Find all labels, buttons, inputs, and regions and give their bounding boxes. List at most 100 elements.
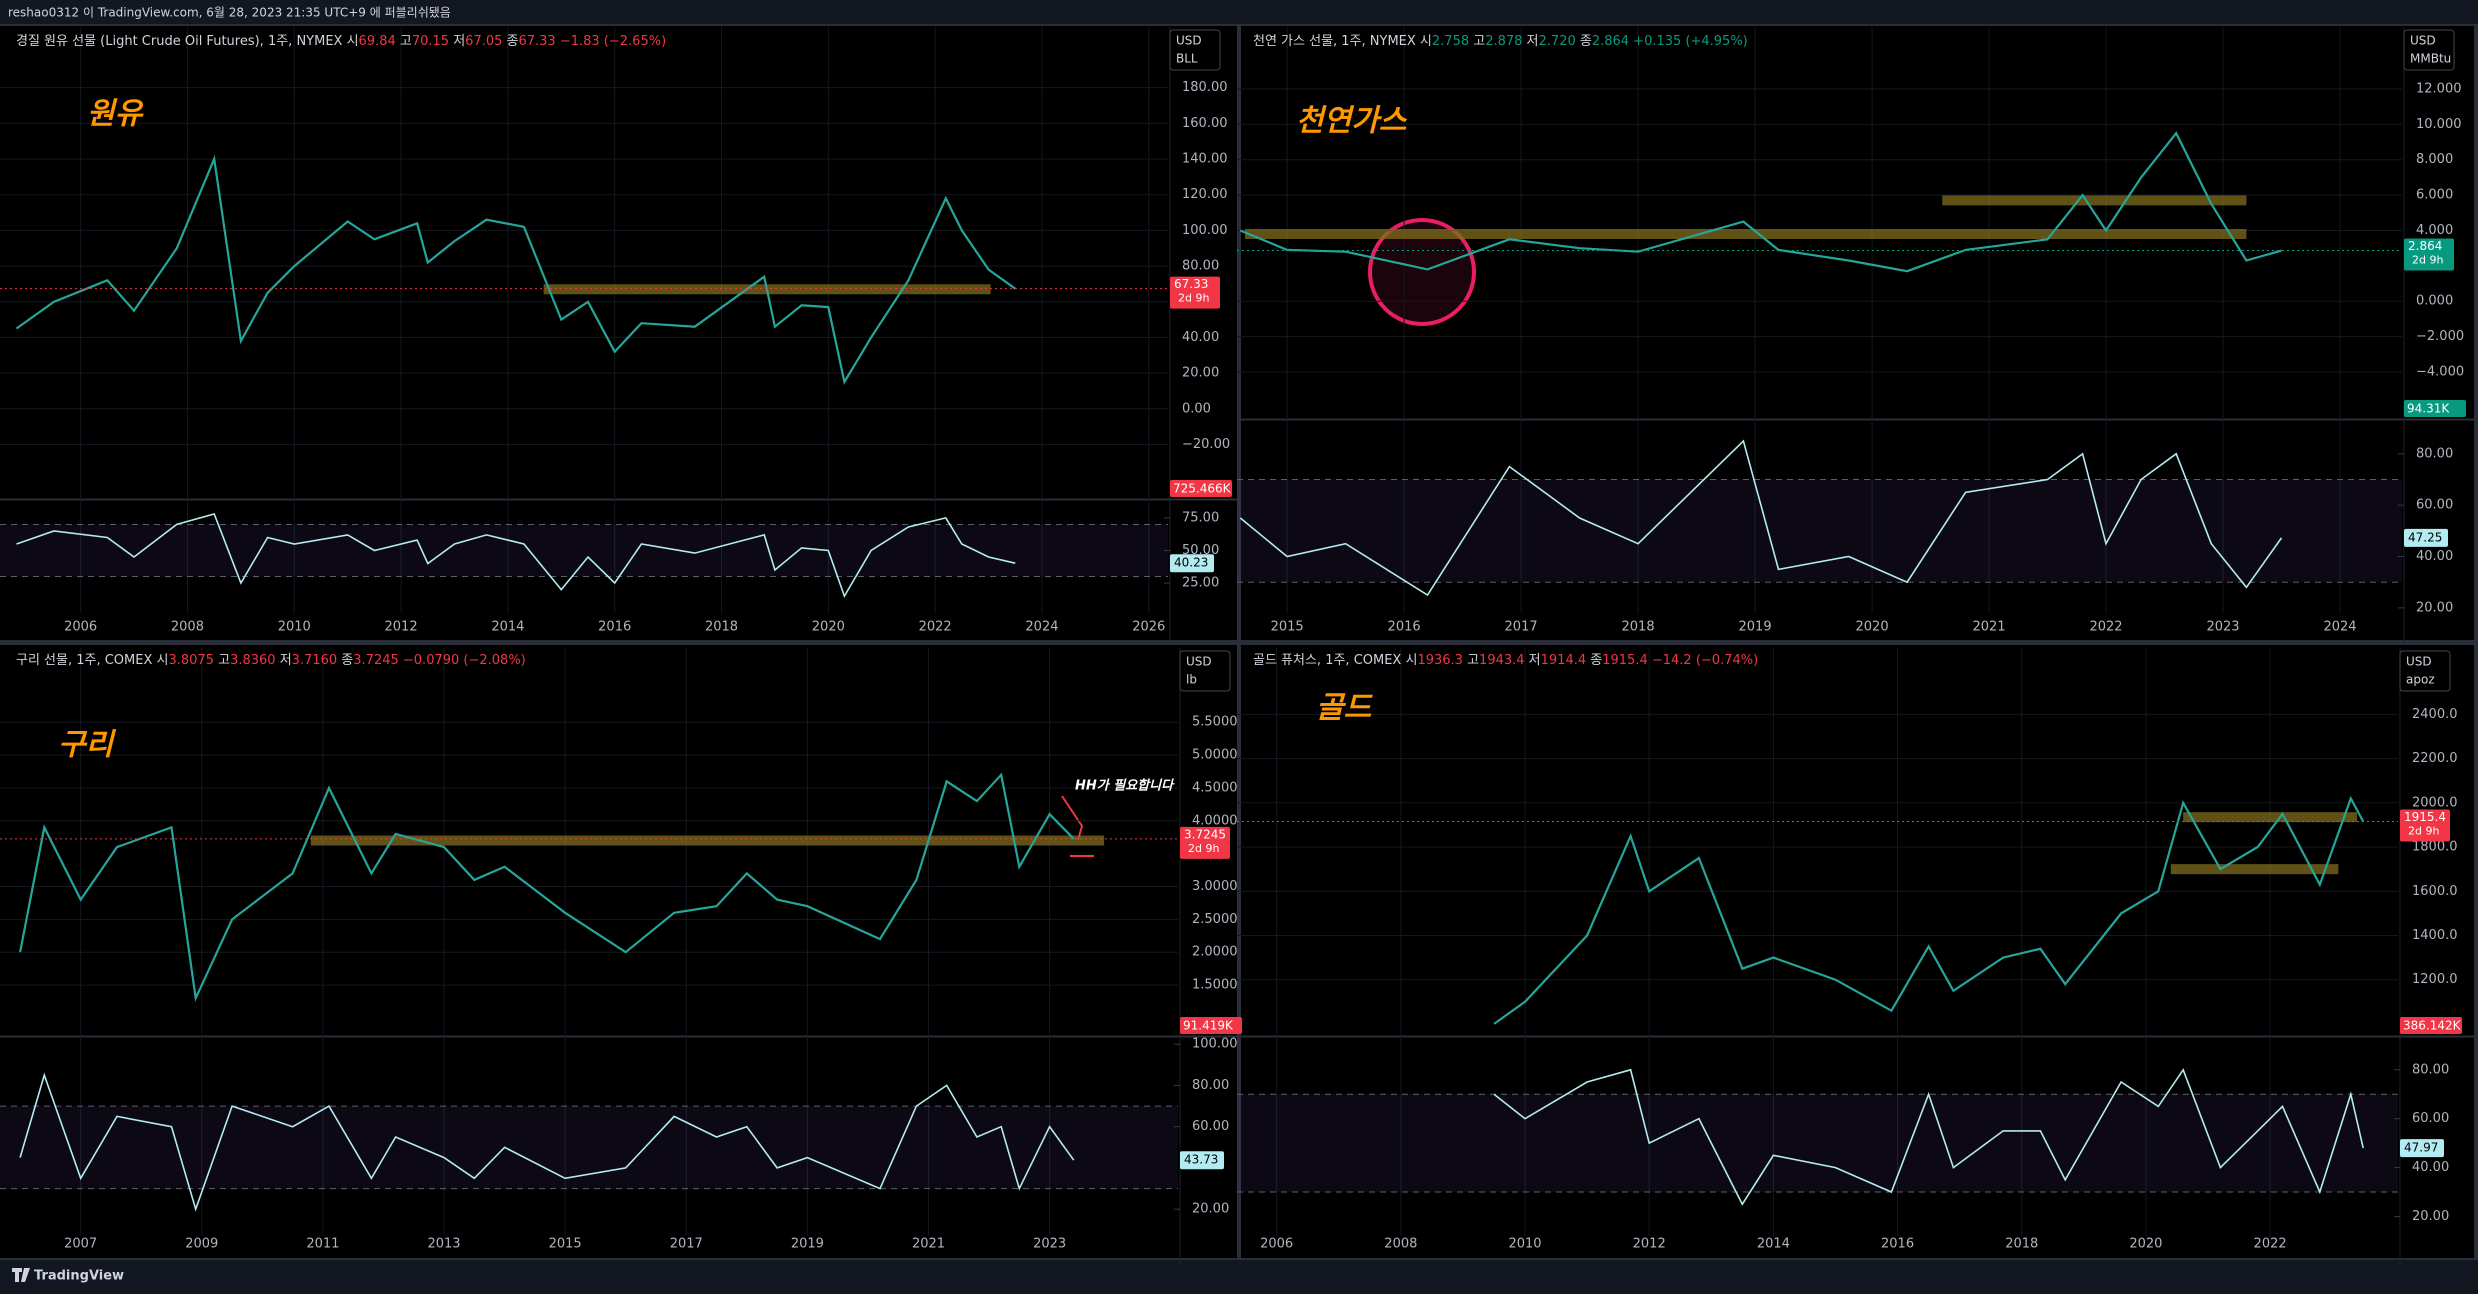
x-tick-label: 2010 xyxy=(1508,1237,1541,1252)
x-tick-label: 2007 xyxy=(64,1237,97,1252)
zone xyxy=(310,835,1105,846)
pane-title: 원유 xyxy=(87,97,145,132)
y-tick-label: 100.00 xyxy=(1182,223,1228,238)
x-tick-label: 2014 xyxy=(491,620,524,635)
y-tick-label: −2.000 xyxy=(2416,329,2464,344)
y-tick-label: 6.000 xyxy=(2416,188,2453,203)
legend-value: 3.8360 xyxy=(230,653,276,668)
legend-value: −0.0790 (−2.08%) xyxy=(399,653,526,668)
legend-symbol: 구리 선물, 1주, COMEX xyxy=(16,653,157,668)
legend-value: 69.84 xyxy=(359,34,396,49)
y-tick-label: 40.00 xyxy=(1182,330,1219,345)
unit-box xyxy=(1179,650,1231,692)
x-tick-label: 2006 xyxy=(1260,1237,1293,1252)
legend-value: 고 xyxy=(214,653,230,668)
unit-box xyxy=(2403,29,2455,71)
y-tick-label: 2.0000 xyxy=(1192,945,1238,960)
x-tick-label: 2011 xyxy=(306,1237,339,1252)
y-tick-label: 4.5000 xyxy=(1192,780,1238,795)
countdown: 2d 9h xyxy=(2408,825,2439,838)
x-tick-label: 2016 xyxy=(598,620,631,635)
rsi-last-box xyxy=(1180,1151,1224,1170)
x-tick-label: 2020 xyxy=(2129,1237,2162,1252)
legend-value: 저 xyxy=(449,34,465,49)
rsi-tick-label: 40.00 xyxy=(2412,1160,2449,1175)
last-price-box xyxy=(2400,809,2450,842)
rsi-band xyxy=(0,1106,1178,1189)
pane xyxy=(1241,645,2474,1258)
legend-value: 3.7245 xyxy=(353,653,399,668)
price-line xyxy=(19,772,1075,1003)
last-price: 67.33 xyxy=(1174,277,1208,291)
y-tick-label: 5.0000 xyxy=(1192,748,1238,763)
y-tick-label: 10.000 xyxy=(2416,117,2462,132)
y-tick-label: 120.00 xyxy=(1182,187,1228,202)
legend-symbol: 경질 원유 선물 (Light Crude Oil Futures), 1주, … xyxy=(16,34,347,49)
unit: apoz xyxy=(2406,673,2435,687)
rsi-tick-label: 20.00 xyxy=(2412,1209,2449,1224)
x-tick-label: 2023 xyxy=(1033,1237,1066,1252)
price-line xyxy=(1239,131,2282,273)
logo xyxy=(12,1268,30,1282)
legend-value: 70.15 xyxy=(412,34,449,49)
y-tick-label: 8.000 xyxy=(2416,152,2453,167)
pane-title: 골드 xyxy=(1316,691,1374,726)
last-price-box xyxy=(1180,826,1230,859)
legend-value: 저 xyxy=(276,653,292,668)
legend-value: 고 xyxy=(396,34,412,49)
volume-box xyxy=(2404,400,2466,417)
rsi-last: 40.23 xyxy=(1174,556,1208,570)
rsi-tick-label: 60.00 xyxy=(2416,498,2453,513)
x-tick-label: 2022 xyxy=(2089,620,2122,635)
last-price-box xyxy=(2404,238,2454,271)
y-tick-label: 5.5000 xyxy=(1192,715,1238,730)
legend-value: 종 xyxy=(502,34,518,49)
legend-value: 시 xyxy=(1420,34,1432,49)
x-tick-label: 2014 xyxy=(1757,1237,1790,1252)
x-tick-label: 2024 xyxy=(1025,620,1058,635)
pane-title: 천연가스 xyxy=(1296,104,1408,139)
rsi-tick-label: 80.00 xyxy=(1192,1078,1229,1093)
legend-value: 1915.4 xyxy=(1602,653,1648,668)
rsi-line xyxy=(1239,439,2283,597)
header-bar xyxy=(0,0,2478,24)
rsi-tick-label: 25.00 xyxy=(1182,576,1219,591)
legend-value: 종 xyxy=(337,653,353,668)
x-tick-label: 2017 xyxy=(1505,620,1538,635)
legend-value: 시 xyxy=(157,653,169,668)
rsi-tick-label: 40.00 xyxy=(2416,549,2453,564)
legend-value: 고 xyxy=(1463,653,1479,668)
x-tick-label: 2015 xyxy=(549,1237,582,1252)
x-tick-label: 2018 xyxy=(705,620,738,635)
legend-symbol: 골드 퓨처스, 1주, COMEX xyxy=(1253,653,1405,668)
pane xyxy=(0,26,1237,640)
legend-value: −14.2 (−0.74%) xyxy=(1648,653,1758,668)
volume-label: 386.142K xyxy=(2403,1019,2462,1033)
y-tick-label: 12.000 xyxy=(2416,81,2462,96)
rsi-band xyxy=(0,524,1168,577)
x-tick-label: 2010 xyxy=(278,620,311,635)
footer-bar xyxy=(0,1260,2478,1294)
volume-box xyxy=(1180,1017,1242,1034)
legend-value: 종 xyxy=(1586,653,1602,668)
y-tick-label: 160.00 xyxy=(1182,116,1228,131)
legend-value: 2.878 xyxy=(1485,34,1522,49)
legend-value: 고 xyxy=(1469,34,1485,49)
x-tick-label: 2016 xyxy=(1388,620,1421,635)
rsi-tick-label: 80.00 xyxy=(2412,1062,2449,1077)
volume-box xyxy=(2400,1017,2462,1034)
volume-label: 94.31K xyxy=(2407,402,2450,416)
y-tick-label: 3.0000 xyxy=(1192,879,1238,894)
y-tick-label: 0.00 xyxy=(1182,401,1211,416)
legend: 천연 가스 선물, 1주, NYMEX 시2.758 고2.878 저2.720… xyxy=(1253,34,1748,49)
y-tick-label: 2000.0 xyxy=(2412,795,2458,810)
legend-value: +0.135 (+4.95%) xyxy=(1629,34,1748,49)
rsi-last-box xyxy=(2400,1139,2444,1158)
pane-title: 구리 xyxy=(58,728,117,763)
legend-symbol: 천연 가스 선물, 1주, NYMEX xyxy=(1253,34,1420,49)
x-tick-label: 2020 xyxy=(1856,620,1889,635)
volume-label: 91.419K xyxy=(1183,1019,1234,1033)
price-line xyxy=(15,154,1016,385)
x-tick-label: 2018 xyxy=(2005,1237,2038,1252)
rsi-tick-label: 80.00 xyxy=(2416,446,2453,461)
